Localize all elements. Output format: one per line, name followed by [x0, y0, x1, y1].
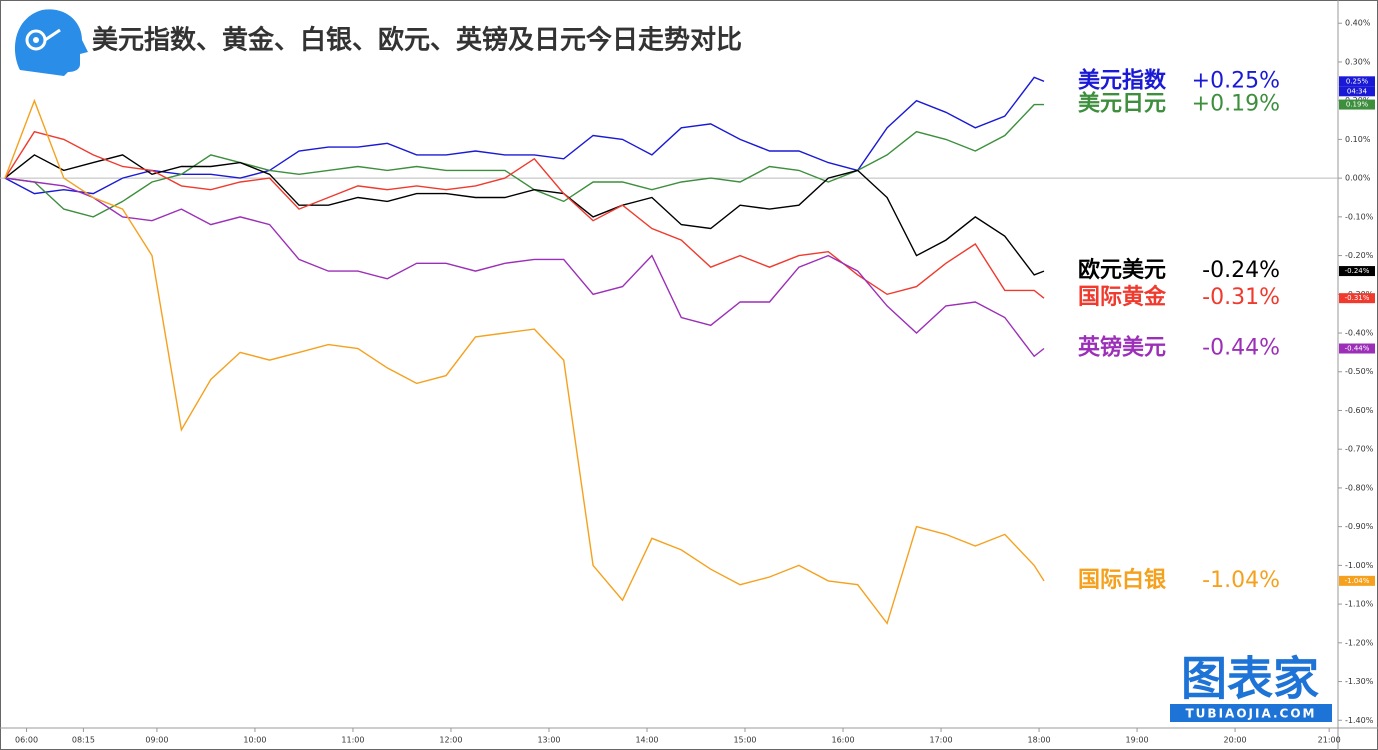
x-tick-label: 15:00: [733, 736, 756, 745]
x-tick-label: 19:00: [1126, 736, 1149, 745]
y-tick-label: -1.20%: [1345, 638, 1374, 647]
y-tick-label: -0.10%: [1345, 212, 1374, 221]
end-label: -1.04%: [1202, 568, 1280, 593]
price-tag: [1339, 343, 1375, 354]
y-tick-label: 0.00%: [1345, 174, 1371, 183]
legend-name: 美元指数: [1078, 67, 1167, 93]
y-tick-label: -0.90%: [1345, 522, 1374, 531]
series-line: [4, 154, 1045, 276]
x-tick-label: 12:00: [439, 736, 462, 745]
legend-name: 美元日元: [1078, 91, 1166, 117]
price-tag: [1339, 293, 1375, 304]
x-tick-label: 10:00: [243, 736, 266, 745]
watermark-url: TUBIAOJIA.COM: [1186, 707, 1317, 721]
chart-title: 美元指数、黄金、白银、欧元、英镑及日元今日走势对比: [92, 25, 742, 56]
price-tag-label: -0.44%: [1345, 345, 1370, 353]
legend-name: 欧元美元: [1078, 257, 1166, 283]
watermark-text: 图表家: [1181, 652, 1319, 706]
x-tick-label: 16:00: [831, 736, 854, 745]
series-line: [4, 98, 1045, 625]
price-tag-label: 0.25%: [1346, 77, 1369, 85]
y-tick-label: -0.80%: [1345, 483, 1374, 492]
price-tag-label: 0.19%: [1346, 101, 1369, 109]
x-tick-label: 11:00: [341, 736, 364, 745]
y-tick-label: -0.60%: [1345, 406, 1374, 415]
price-tag: [1339, 266, 1375, 277]
y-tick-label: -0.50%: [1345, 367, 1374, 376]
y-tick-label: -1.30%: [1345, 677, 1374, 686]
series-line: [4, 177, 1045, 358]
y-tick-label: -0.40%: [1345, 329, 1374, 338]
price-tag: [1339, 575, 1375, 586]
legend-name: 国际黄金: [1078, 284, 1167, 310]
watermark: 图表家 TUBIAOJIA.COM: [1170, 652, 1332, 722]
y-tick-label: -0.70%: [1345, 445, 1374, 454]
y-tick-label: -1.00%: [1345, 561, 1374, 570]
x-tick-label: 14:00: [635, 736, 658, 745]
x-tick-label: 21:00: [1318, 736, 1341, 745]
price-tag-label: -0.31%: [1345, 294, 1370, 302]
x-tick-label: 06:00: [15, 736, 38, 745]
countdown-tag: [1339, 86, 1375, 97]
y-tick-label: 0.40%: [1345, 19, 1371, 28]
end-label: +0.25%: [1192, 68, 1280, 93]
price-tag: [1339, 76, 1375, 87]
countdown: 04:34: [1347, 87, 1368, 95]
x-tick-label: 17:00: [930, 736, 953, 745]
x-tick-label: 20:00: [1224, 736, 1247, 745]
plot: -1.40% -1.30% -1.20% -1.10% -1.00% -0.90% -0.8…: [0, 19, 1375, 745]
end-label: -0.31%: [1202, 285, 1280, 310]
end-label: -0.24%: [1202, 258, 1280, 283]
end-label: -0.44%: [1202, 336, 1280, 361]
y-tick-label: -0.20%: [1345, 251, 1374, 260]
price-tag-label: -1.04%: [1345, 577, 1370, 585]
y-tick-label: -1.10%: [1345, 600, 1374, 609]
x-tick-label: 08:15: [72, 736, 95, 745]
logo: [13, 8, 88, 77]
series-line: [4, 130, 1045, 299]
legend-name: 英镑美元: [1078, 335, 1166, 361]
price-tag-label: -0.24%: [1345, 267, 1370, 275]
y-tick-label: 0.30%: [1345, 57, 1371, 66]
x-tick-label: 18:00: [1028, 736, 1051, 745]
x-tick-label: 13:00: [537, 736, 560, 745]
x-tick-label: 09:00: [145, 736, 168, 745]
price-tag: [1339, 99, 1375, 110]
y-tick-label: -1.40%: [1345, 716, 1374, 725]
legend-name: 国际白银: [1078, 567, 1167, 593]
y-tick-label: 0.10%: [1345, 135, 1371, 144]
end-label: +0.19%: [1192, 92, 1280, 117]
